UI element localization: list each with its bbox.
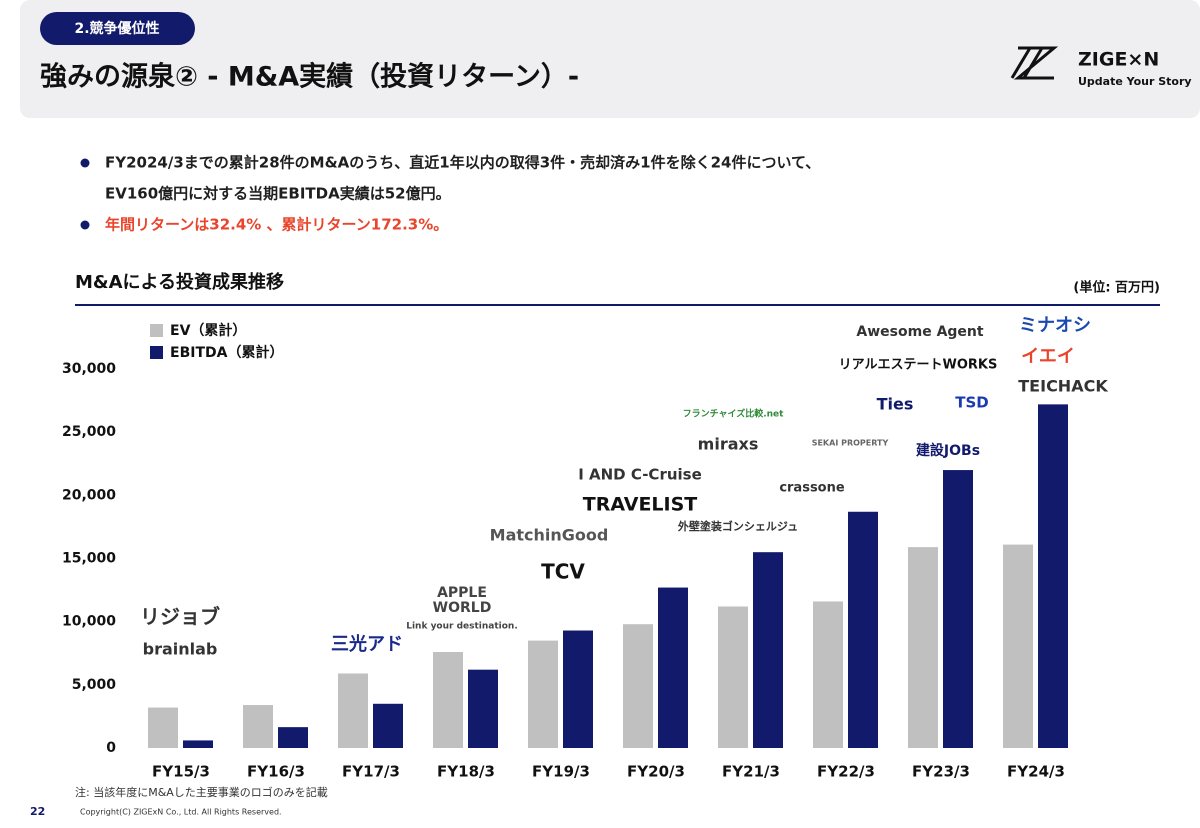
y-tick-label: 0	[106, 740, 116, 756]
acquired-logo: Awesome Agent	[856, 324, 983, 340]
acquired-logo: brainlab	[143, 640, 218, 659]
bullet-text: FY2024/3までの累計28件のM&Aのうち、直近1年以内の取得3件・売却済み…	[105, 154, 820, 172]
logo-tagline: Update Your Story	[1078, 75, 1192, 88]
acquired-logo: Link your destination.	[406, 622, 518, 632]
bar	[183, 740, 213, 748]
unit-label: (単位: 百万円)	[1073, 280, 1160, 296]
bullet-dot	[80, 220, 90, 230]
y-tick-label: 5,000	[72, 677, 117, 693]
bar	[623, 624, 653, 748]
acquired-logo: TSD	[955, 394, 989, 412]
footnote: 注: 当該年度にM&Aした主要事業のロゴのみを記載	[75, 785, 328, 799]
bar	[468, 669, 498, 748]
page-title: 強みの源泉② - M&A実績（投資リターン）-	[40, 61, 579, 93]
x-tick-label: FY16/3	[247, 763, 305, 781]
x-tick-label: FY18/3	[437, 763, 495, 781]
x-tick-label: FY15/3	[152, 763, 210, 781]
acquired-logo: MatchinGood	[490, 526, 609, 545]
x-tick-label: FY19/3	[532, 763, 590, 781]
bullet-dot	[80, 158, 90, 168]
acquired-logo: TCV	[541, 560, 585, 584]
acquired-logo: イエイ	[1021, 346, 1075, 367]
y-tick-label: 20,000	[62, 487, 116, 503]
x-tick-label: FY17/3	[342, 763, 400, 781]
acquired-logo: 外壁塗装ゴンシェルジュ	[677, 519, 798, 533]
legend-label: EBITDA（累計）	[170, 344, 283, 361]
bar	[1038, 404, 1068, 748]
page-number: 22	[30, 805, 45, 818]
bar	[848, 511, 878, 748]
acquired-logo: crassone	[779, 481, 845, 496]
section-tag: 2.競争優位性	[74, 20, 159, 37]
bar	[718, 606, 748, 748]
bar	[278, 727, 308, 748]
acquired-logo: TEICHACK	[1018, 377, 1108, 396]
acquired-logo: 建設JOBs	[916, 442, 980, 459]
bar	[433, 651, 463, 748]
x-tick-label: FY23/3	[912, 763, 970, 781]
x-tick-label: FY21/3	[722, 763, 780, 781]
bar	[943, 470, 973, 748]
acquired-logo: I AND C-Cruise	[578, 466, 702, 484]
y-tick-label: 25,000	[62, 424, 116, 440]
copyright: Copyright(C) ZIGExN Co., Ltd. All Rights…	[80, 808, 282, 817]
bar	[813, 601, 843, 748]
header-band	[20, 0, 1200, 118]
bar	[753, 552, 783, 748]
section-title: M&Aによる投資成果推移	[75, 271, 284, 293]
bar	[243, 705, 273, 748]
bar	[148, 707, 178, 748]
acquired-logo: リジョブ	[140, 605, 220, 629]
acquired-logo: TRAVELIST	[583, 494, 698, 516]
logo-text: ZIGE×N	[1078, 49, 1159, 71]
bullets: FY2024/3までの累計28件のM&Aのうち、直近1年以内の取得3件・売却済み…	[80, 154, 820, 234]
bar	[658, 587, 688, 748]
acquired-logo: ミナオシ	[1019, 315, 1091, 336]
bar	[528, 640, 558, 748]
acquired-logo: WORLD	[433, 600, 492, 616]
bar	[1003, 544, 1033, 748]
x-tick-label: FY24/3	[1007, 763, 1065, 781]
bullet-text: 年間リターンは32.4% 、累計リターン172.3%。	[105, 216, 448, 234]
legend-label: EV（累計）	[170, 322, 246, 339]
logo-mark	[1010, 46, 1059, 80]
bar	[373, 703, 403, 748]
bar	[908, 547, 938, 748]
acquired-logo: miraxs	[698, 435, 759, 454]
x-tick-label: FY22/3	[817, 763, 875, 781]
bullet-text: EV160億円に対する当期EBITDA実績は52億円。	[105, 185, 451, 203]
legend-swatch	[150, 346, 163, 359]
acquired-logo: Ties	[877, 395, 914, 414]
acquired-logo: SEKAI PROPERTY	[812, 439, 889, 448]
y-tick-label: 15,000	[62, 551, 116, 567]
tag-pill	[40, 12, 195, 45]
y-tick-label: 10,000	[62, 614, 116, 630]
legend-swatch	[150, 324, 163, 337]
acquired-logo: フランチャイズ比較.net	[683, 408, 785, 420]
acquired-logo: リアルエステートWORKS	[839, 358, 998, 373]
bar	[563, 630, 593, 748]
bar	[338, 673, 368, 748]
chart: 0 5,000 10,000 15,000 20,000 25,000 30,000 FY15…	[62, 315, 1108, 781]
x-tick-label: FY20/3	[627, 763, 685, 781]
acquired-logo: 三光アド	[331, 633, 403, 655]
acquired-logo: APPLE	[437, 585, 487, 601]
y-tick-label: 30,000	[62, 361, 116, 377]
